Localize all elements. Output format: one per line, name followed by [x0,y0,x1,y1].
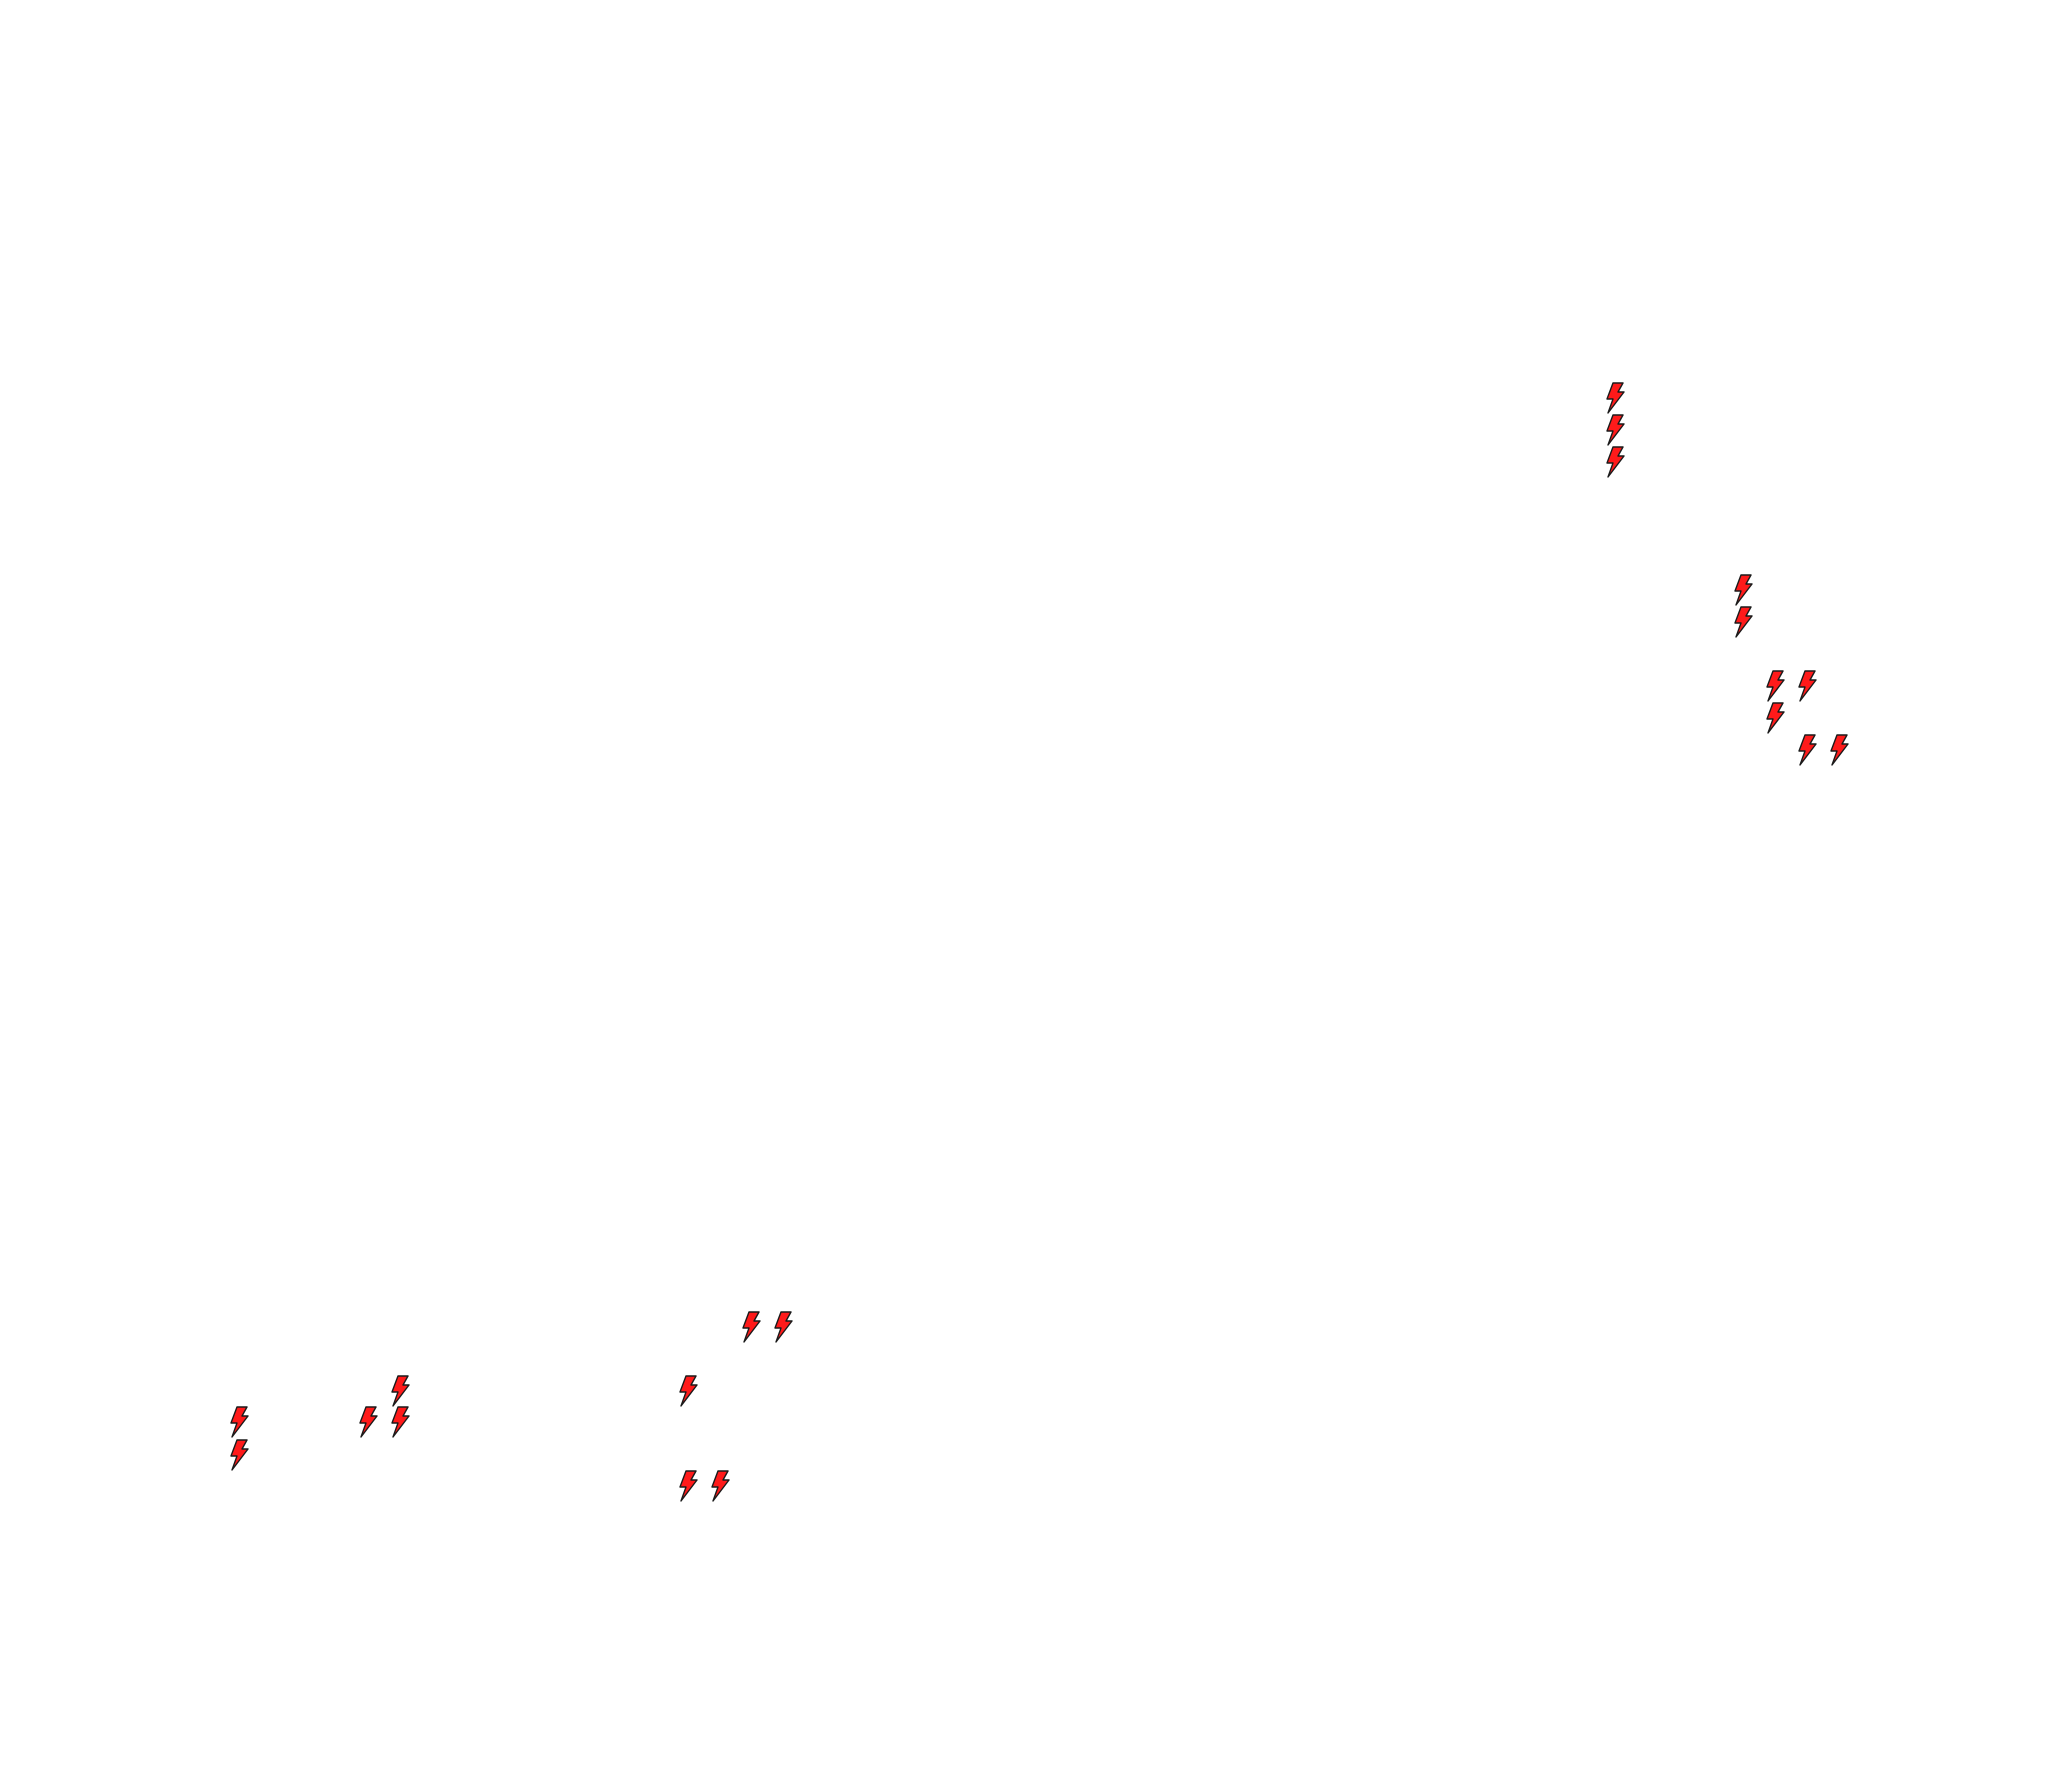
lightning-bolt-icon[interactable] [389,1375,411,1407]
lightning-bolt-icon[interactable] [1764,670,1786,702]
lightning-bolt-icon[interactable] [228,1406,250,1438]
lightning-bolt-icon[interactable] [709,1470,731,1502]
lightning-bolt-icon[interactable] [1604,414,1626,446]
lightning-bolt-icon[interactable] [1764,702,1786,734]
lightning-bolt-icon[interactable] [772,1311,794,1343]
lightning-bolt-icon[interactable] [1732,574,1754,606]
lightning-bolt-icon[interactable] [1796,734,1818,766]
lightning-bolt-icon[interactable] [740,1311,762,1343]
lightning-bolt-icon[interactable] [389,1406,411,1438]
lightning-bolt-icon[interactable] [1796,670,1818,702]
lightning-bolt-icon[interactable] [228,1439,250,1471]
lightning-bolt-icon[interactable] [677,1375,699,1407]
lightning-bolt-icon[interactable] [1732,606,1754,638]
lightning-bolt-icon[interactable] [1828,734,1850,766]
lightning-bolt-icon[interactable] [1604,382,1626,414]
lightning-bolt-icon[interactable] [1604,446,1626,478]
lightning-bolt-icon[interactable] [357,1406,379,1438]
lightning-bolt-icon[interactable] [677,1470,699,1502]
